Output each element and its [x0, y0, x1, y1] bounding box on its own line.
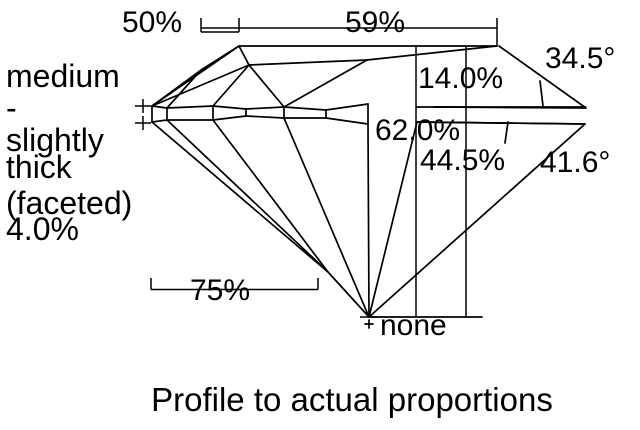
svg-text:41.6°: 41.6°	[540, 146, 610, 179]
svg-text:50%: 50%	[122, 6, 182, 39]
svg-text:medium: medium	[6, 58, 120, 94]
svg-text:-: -	[6, 90, 17, 126]
svg-text:59%: 59%	[345, 6, 405, 39]
svg-text:none: none	[380, 309, 447, 342]
svg-text:75%: 75%	[190, 274, 250, 307]
svg-text:Profile to actual proportions: Profile to actual proportions	[151, 381, 553, 418]
svg-text:4.0%: 4.0%	[6, 211, 79, 247]
svg-text:62.0%: 62.0%	[375, 114, 460, 147]
svg-text:thick: thick	[6, 149, 73, 185]
svg-text:44.5%: 44.5%	[420, 144, 505, 177]
svg-text:14.0%: 14.0%	[418, 62, 503, 95]
svg-text:34.5°: 34.5°	[545, 42, 615, 75]
